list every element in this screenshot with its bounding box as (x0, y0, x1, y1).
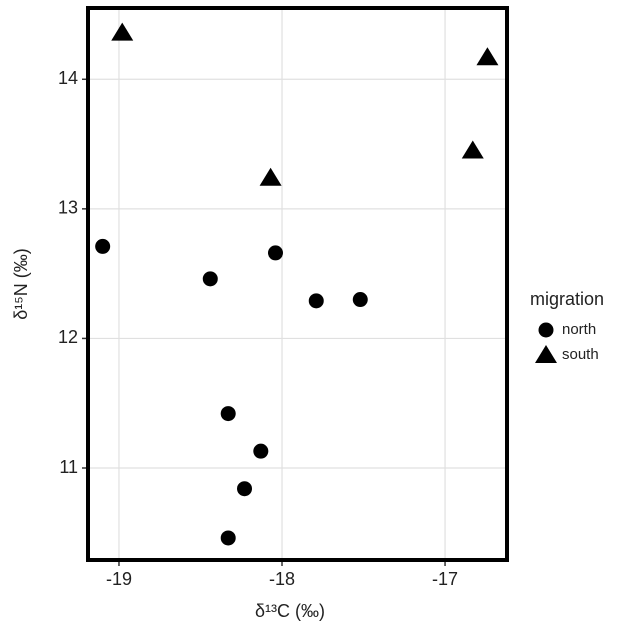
y-tick-label: 12 (58, 327, 78, 347)
point (95, 238, 111, 254)
point (461, 140, 484, 159)
legend-label: north (562, 321, 596, 338)
x-tick-label: -17 (432, 569, 458, 589)
point (220, 406, 236, 422)
legend-title: migration (530, 289, 604, 309)
point (259, 167, 282, 186)
legend-marker (535, 345, 557, 363)
point (267, 245, 283, 261)
point (202, 271, 218, 287)
point (476, 47, 499, 66)
legend-marker (538, 322, 554, 338)
point (352, 292, 368, 308)
x-tick-label: -19 (106, 569, 132, 589)
point (237, 481, 253, 497)
x-tick-label: -18 (269, 569, 295, 589)
y-tick-label: 11 (59, 457, 78, 477)
x-axis-label: δ¹³C (‰) (255, 601, 325, 621)
legend-label: south (562, 346, 599, 363)
y-tick-label: 13 (58, 198, 78, 218)
point (111, 22, 134, 41)
point (220, 530, 236, 546)
y-tick-label: 14 (58, 68, 78, 88)
point (253, 443, 269, 459)
y-axis-label: δ¹⁵N (‰) (11, 248, 31, 319)
point (308, 293, 324, 309)
plot-border (86, 6, 509, 562)
